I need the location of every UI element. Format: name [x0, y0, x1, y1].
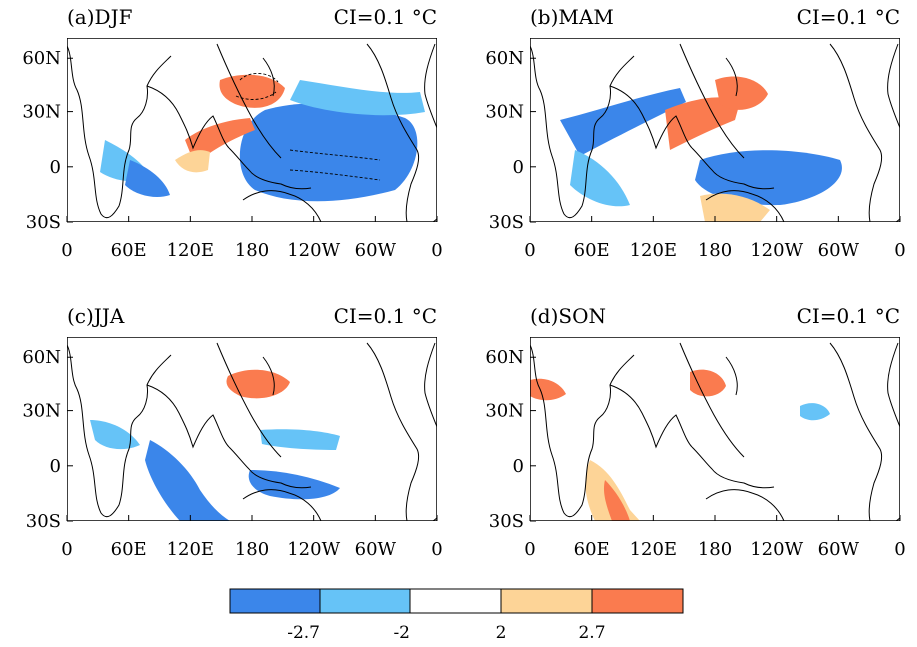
lon-tick-label: 0 — [431, 539, 442, 560]
panel-a-label: (a)DJF — [67, 5, 133, 29]
shading-negative-atlantic — [800, 403, 830, 421]
lon-tick-label: 120W — [750, 240, 803, 261]
lon-tick-label: 180 — [698, 240, 732, 261]
lon-tick-label: 60E — [574, 240, 610, 261]
lon-tick-label: 60W — [355, 240, 397, 261]
lat-tick-label: 30N — [22, 401, 61, 422]
lon-tick-label: 60W — [818, 240, 860, 261]
shading-negative-north-pacific — [290, 80, 425, 116]
lat-tick-label: 60N — [22, 347, 61, 368]
lat-tick-label: 0 — [513, 157, 524, 178]
shading-negative-north-pacific — [260, 429, 340, 450]
lon-tick-label: 120W — [287, 240, 340, 261]
colorbar-tick-label: 2.7 — [578, 623, 605, 643]
lon-tick-label: 0 — [61, 240, 72, 261]
panel-a-map — [67, 38, 437, 222]
shading-positive-south — [700, 193, 770, 222]
lon-tick-label: 60E — [111, 539, 147, 560]
lon-tick-label: 120W — [287, 539, 340, 560]
lon-tick-label: 60W — [818, 539, 860, 560]
panel-b: (b)MAM CI=0.1 °C — [530, 5, 900, 222]
lon-tick-label: 120E — [630, 240, 678, 261]
lon-tick-label: 0 — [894, 539, 905, 560]
panel-a-ci: CI=0.1 °C — [334, 5, 437, 29]
lat-tick-label: 60N — [485, 48, 524, 69]
lat-tick-label: 30N — [485, 401, 524, 422]
lon-tick-label: 60W — [355, 539, 397, 560]
lat-tick-label: 0 — [50, 157, 61, 178]
lat-tick-label: 30S — [489, 511, 524, 532]
panel-d-ci: CI=0.1 °C — [797, 304, 900, 328]
panel-a: (a)DJF CI=0.1 °C — [67, 5, 437, 222]
shading-negative-pacific — [248, 470, 340, 500]
panel-c-map — [67, 337, 437, 521]
shading-positive-wpac — [665, 97, 740, 150]
lon-tick-label: 0 — [61, 539, 72, 560]
panel-b-ci: CI=0.1 °C — [797, 5, 900, 29]
colorbar: -2.7 -2 2 2.7 — [229, 588, 684, 643]
shading-negative-maritime — [145, 440, 230, 521]
colorbar-tick-label: -2 — [393, 623, 410, 643]
lon-tick-label: 60E — [574, 539, 610, 560]
lon-tick-label: 120E — [167, 539, 215, 560]
shading-negative-indian-strong — [125, 160, 170, 197]
panel-b-label: (b)MAM — [530, 5, 614, 29]
lat-tick-label: 30N — [22, 102, 61, 123]
panel-c-label: (c)JJA — [67, 304, 125, 328]
shading-negative-wpac — [560, 88, 686, 156]
shading-negative-indian — [90, 420, 140, 450]
lon-tick-label: 0 — [431, 240, 442, 261]
panel-d-label: (d)SON — [530, 304, 606, 328]
lon-tick-label: 120W — [750, 539, 803, 560]
lon-tick-label: 180 — [235, 539, 269, 560]
shading-positive-kuroshio — [690, 369, 726, 397]
lon-tick-label: 180 — [235, 240, 269, 261]
panel-c-ci: CI=0.1 °C — [334, 304, 437, 328]
panel-c: (c)JJA CI=0.1 °C — [67, 304, 437, 521]
shading-positive-kuroshio — [219, 74, 285, 108]
colorbar-tick-label: -2.7 — [287, 623, 320, 643]
lat-tick-label: 0 — [513, 456, 524, 477]
lat-tick-label: 60N — [22, 48, 61, 69]
shading-positive-light — [175, 150, 210, 173]
shading-positive-north-pacific — [715, 76, 768, 110]
lat-tick-label: 30S — [26, 511, 61, 532]
colorbar-tick-label: 2 — [496, 623, 507, 643]
lat-tick-label: 0 — [50, 456, 61, 477]
shading-negative-pacific — [695, 150, 842, 206]
lon-tick-label: 120E — [630, 539, 678, 560]
lon-tick-label: 0 — [894, 240, 905, 261]
shading-positive-indian-strong — [603, 480, 630, 521]
panel-d: (d)SON CI=0.1 °C — [530, 304, 900, 521]
panel-d-map — [530, 337, 900, 521]
panel-b-map — [530, 38, 900, 222]
lon-tick-label: 0 — [524, 240, 535, 261]
lat-tick-label: 60N — [485, 347, 524, 368]
lat-tick-label: 30N — [485, 102, 524, 123]
lon-tick-label: 180 — [698, 539, 732, 560]
lon-tick-label: 0 — [524, 539, 535, 560]
lon-tick-label: 60E — [111, 240, 147, 261]
shading-positive-europe — [530, 378, 566, 401]
lat-tick-label: 30S — [489, 212, 524, 233]
lon-tick-label: 120E — [167, 240, 215, 261]
shading-negative-pacific — [239, 103, 418, 202]
lat-tick-label: 30S — [26, 212, 61, 233]
